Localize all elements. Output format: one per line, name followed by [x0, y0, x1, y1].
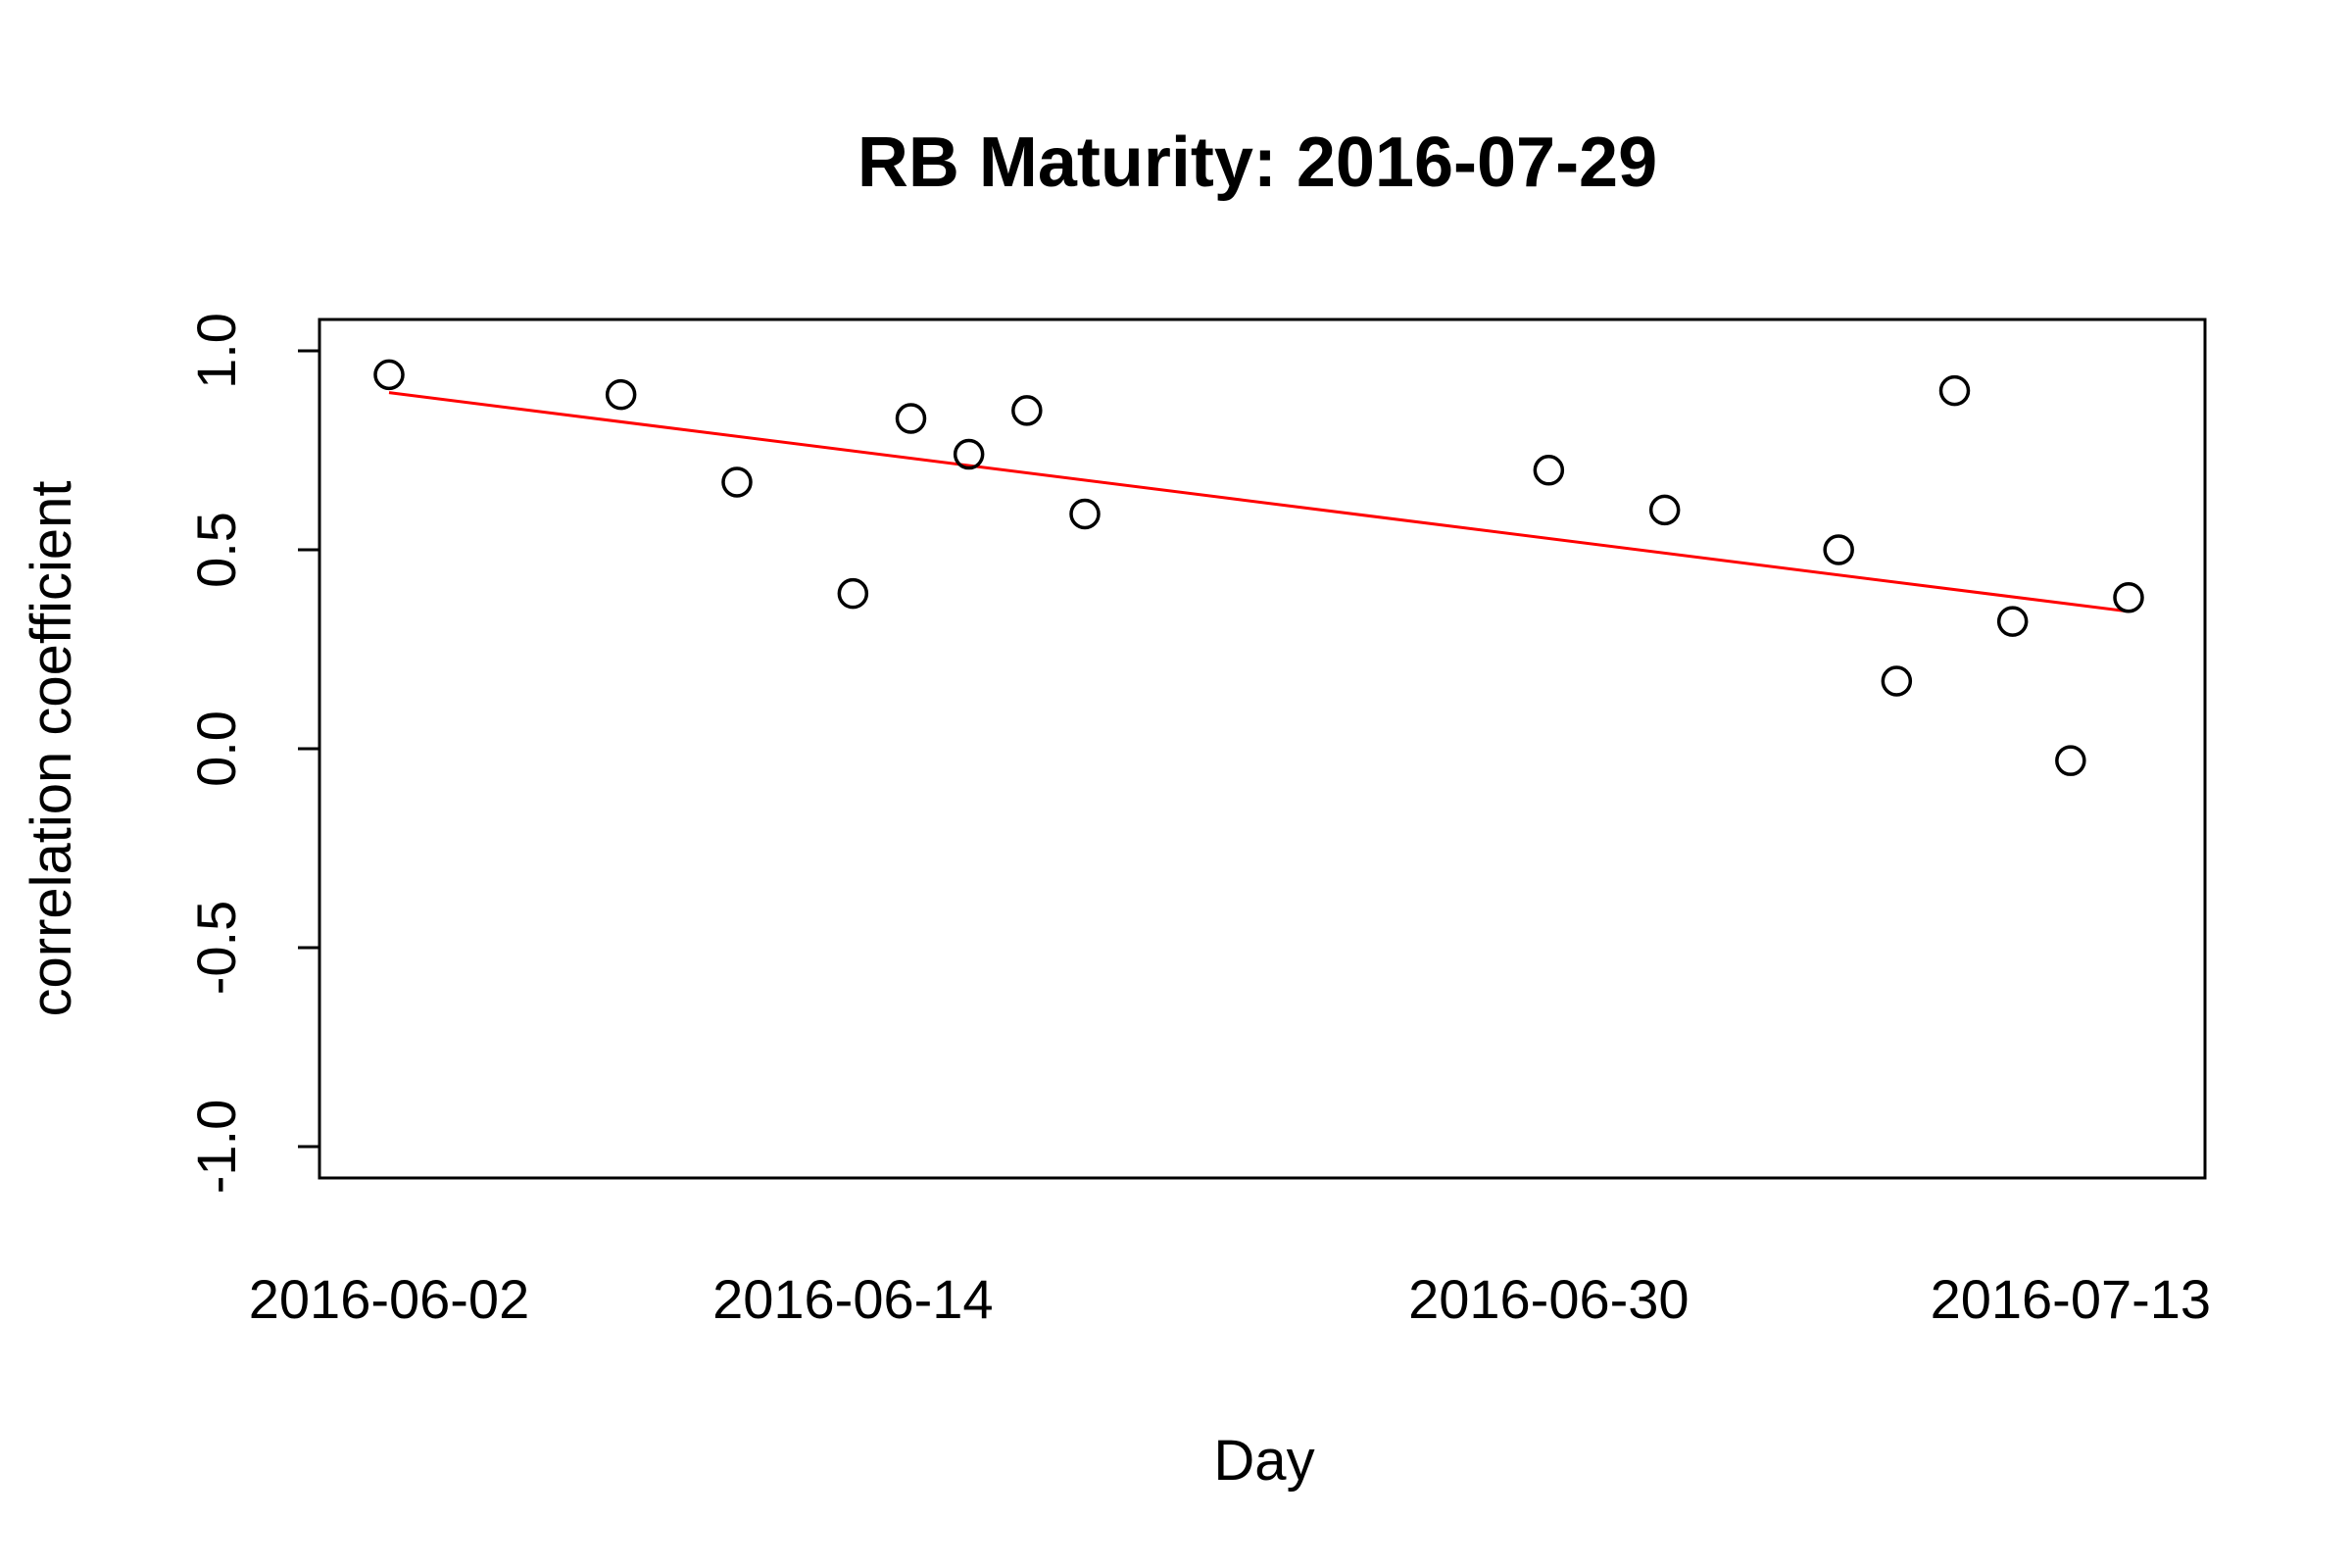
y-tick-label: 0.5	[185, 512, 247, 588]
data-point	[1648, 494, 1681, 526]
data-point	[373, 359, 405, 391]
y-axis: -1.0 -0.5 0.0 0.5 1.0	[185, 313, 321, 1195]
x-tick-label: 2016-06-14	[712, 1268, 993, 1330]
x-tick-label: 2016-07-13	[1931, 1268, 2211, 1330]
x-tick-label: 2016-06-30	[1408, 1268, 1689, 1330]
data-point	[1996, 606, 2029, 637]
data-point	[1938, 374, 1971, 407]
data-points	[373, 359, 2144, 776]
data-point	[1011, 395, 1043, 426]
y-axis-label: correlation coefficient	[20, 480, 83, 1016]
data-point	[895, 403, 927, 434]
trend-line	[388, 391, 2130, 613]
data-point	[953, 438, 985, 470]
data-point	[2055, 745, 2086, 776]
data-point	[837, 577, 869, 610]
data-point	[2113, 581, 2144, 613]
chart-title: RB Maturity: 2016-07-29	[858, 123, 1657, 202]
y-tick-label: 1.0	[185, 313, 247, 389]
y-tick-label: -0.5	[185, 901, 247, 996]
y-tick-label: -1.0	[185, 1100, 247, 1195]
data-point	[1069, 498, 1101, 530]
y-tick-label: 0.0	[185, 710, 247, 787]
x-tick-label: 2016-06-02	[249, 1268, 529, 1330]
data-point	[605, 378, 637, 411]
data-point	[1533, 455, 1565, 486]
plot-frame	[318, 318, 2207, 1180]
x-axis-label: Day	[1213, 1429, 1314, 1493]
data-point	[721, 466, 753, 498]
x-axis: 2016-06-02 2016-06-14 2016-06-30 2016-07-13	[249, 1268, 2211, 1330]
data-point	[1823, 534, 1854, 565]
data-point	[1881, 665, 1913, 697]
